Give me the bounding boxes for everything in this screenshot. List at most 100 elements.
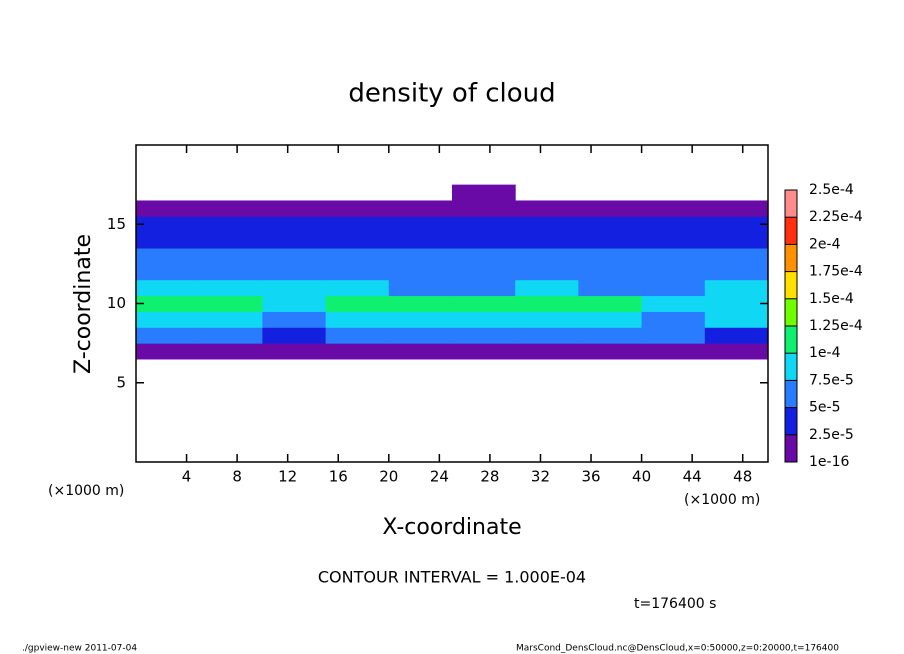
heat-cell — [704, 263, 769, 281]
heat-cell — [452, 232, 516, 249]
heat-cell — [578, 200, 643, 217]
heat-cell — [641, 279, 706, 297]
heat-cell — [199, 263, 263, 281]
heat-cell — [388, 263, 453, 281]
heat-cell — [388, 295, 453, 312]
heat-cell — [388, 311, 453, 328]
heat-cell — [641, 263, 706, 281]
x-axis-label: X-coordinate — [382, 515, 521, 540]
x-tick-label: 40 — [632, 468, 651, 486]
heat-cell — [704, 216, 769, 233]
heat-cell — [578, 343, 643, 360]
colorbar-label: 2.5e-5 — [809, 427, 854, 443]
heat-cell — [704, 248, 769, 265]
heat-cell — [641, 343, 706, 360]
colorbar-swatch — [785, 244, 797, 272]
heat-cell — [136, 216, 200, 233]
heat-cell — [515, 263, 579, 281]
heat-cell — [262, 327, 327, 344]
colorbar-swatch — [785, 353, 797, 381]
heat-cell — [641, 327, 706, 344]
heat-cell — [325, 295, 390, 312]
heat-cell — [578, 216, 643, 233]
heat-cell — [704, 232, 769, 249]
x-unit-label: (×1000 m) — [48, 483, 124, 499]
heat-cell — [388, 327, 453, 344]
heat-cell — [641, 295, 706, 312]
time-note: t=176400 s — [634, 596, 716, 612]
colorbar-label: 5e-5 — [809, 400, 840, 416]
heat-cell — [262, 311, 327, 328]
heat-cell — [325, 200, 390, 217]
heat-cell — [325, 248, 390, 265]
heat-cell — [136, 200, 200, 217]
x-tick-label: 48 — [733, 468, 752, 486]
y-tick-label: 5 — [116, 373, 126, 391]
heat-cell — [325, 311, 390, 328]
heat-cell — [452, 343, 516, 360]
heat-cell — [388, 216, 453, 233]
heat-cell — [262, 232, 327, 249]
heat-cell — [704, 200, 769, 217]
heat-cell — [136, 263, 200, 281]
heat-cell — [199, 216, 263, 233]
heat-cell — [515, 311, 579, 328]
heat-cell — [136, 232, 200, 249]
colorbar-swatch — [785, 271, 797, 299]
heat-cell — [325, 263, 390, 281]
heat-cell — [199, 343, 263, 360]
heat-cell — [578, 295, 643, 312]
heat-cell — [704, 295, 769, 312]
colorbar-swatch — [785, 217, 797, 245]
x-tick-label: 8 — [232, 468, 242, 486]
heat-cell — [578, 279, 643, 297]
heat-cell — [515, 327, 579, 344]
heat-cell — [199, 327, 263, 344]
colorbar-label: 2e-4 — [809, 236, 841, 252]
colorbar-swatch — [785, 190, 797, 218]
y-tick-label: 15 — [107, 215, 126, 233]
x-tick-label: 32 — [531, 468, 550, 486]
heat-cell — [452, 327, 516, 344]
heat-cell — [262, 200, 327, 217]
heat-cell — [515, 248, 579, 265]
heat-cell — [388, 279, 453, 297]
x-tick-label: 28 — [480, 468, 499, 486]
y-tick-label: 10 — [107, 294, 126, 312]
heat-cell — [136, 295, 200, 312]
heat-cell — [199, 279, 263, 297]
heat-cell — [641, 216, 706, 233]
x-tick-label: 12 — [278, 468, 297, 486]
heat-cell — [136, 248, 200, 265]
colorbar-label: 1e-16 — [809, 454, 849, 470]
colorbar-swatch — [785, 298, 797, 326]
heat-cell — [262, 279, 327, 297]
heat-cell — [515, 295, 579, 312]
colorbar-swatch — [785, 434, 797, 462]
heat-cell — [704, 279, 769, 297]
heat-cell — [388, 248, 453, 265]
x-tick-label: 44 — [683, 468, 702, 486]
heat-cell — [325, 327, 390, 344]
heat-cell — [578, 248, 643, 265]
heat-cell — [136, 343, 200, 360]
heat-cell — [388, 232, 453, 249]
heat-cell — [515, 343, 579, 360]
colorbar-label: 1.75e-4 — [809, 264, 863, 280]
contour-note: CONTOUR INTERVAL = 1.000E-04 — [318, 568, 586, 587]
x-tick-label: 24 — [430, 468, 449, 486]
heat-cell — [136, 311, 200, 328]
heat-cell — [262, 248, 327, 265]
x-unit-label: (×1000 m) — [684, 492, 760, 508]
heat-cell — [452, 295, 516, 312]
heat-cell — [704, 327, 769, 344]
x-tick-label: 16 — [329, 468, 348, 486]
heat-cell — [199, 232, 263, 249]
heat-cell — [452, 279, 516, 297]
heat-cell — [325, 343, 390, 360]
heat-cell — [262, 343, 327, 360]
heat-cell — [452, 216, 516, 233]
heat-cell — [515, 216, 579, 233]
heat-cell — [641, 311, 706, 328]
